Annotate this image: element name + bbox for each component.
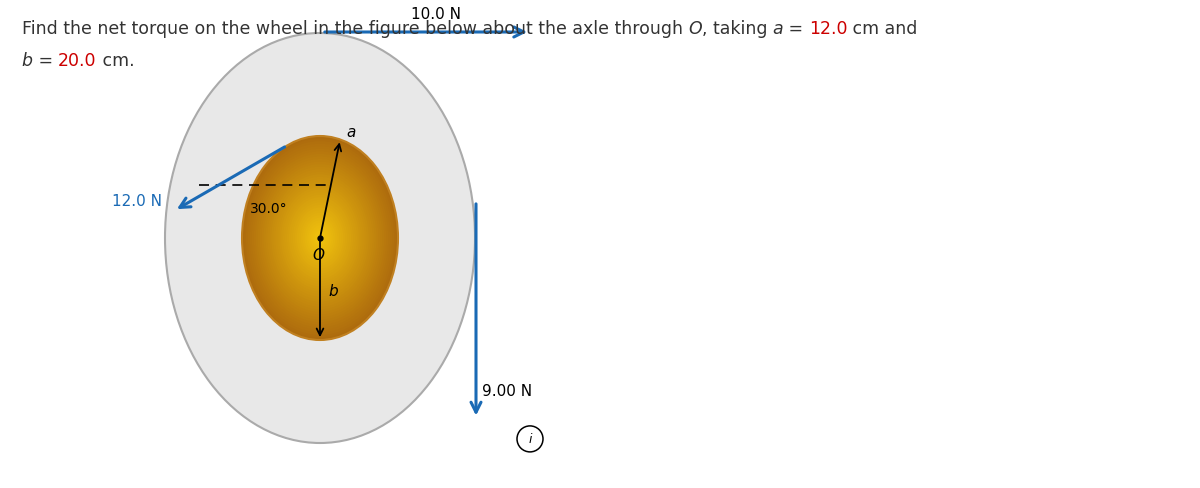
Ellipse shape: [295, 205, 346, 271]
Ellipse shape: [316, 233, 324, 243]
Ellipse shape: [300, 212, 340, 264]
Ellipse shape: [242, 136, 398, 340]
Text: 12.0: 12.0: [809, 20, 847, 39]
Ellipse shape: [318, 235, 322, 241]
Ellipse shape: [277, 182, 362, 294]
Ellipse shape: [265, 166, 374, 309]
Text: =: =: [784, 20, 809, 39]
Ellipse shape: [244, 139, 396, 337]
Ellipse shape: [311, 225, 330, 251]
Ellipse shape: [296, 207, 343, 268]
Ellipse shape: [280, 184, 361, 291]
Ellipse shape: [268, 169, 373, 307]
Ellipse shape: [290, 200, 349, 276]
Ellipse shape: [271, 174, 368, 302]
Ellipse shape: [283, 189, 358, 286]
Ellipse shape: [287, 195, 353, 282]
Ellipse shape: [275, 180, 365, 297]
Ellipse shape: [314, 230, 326, 245]
Ellipse shape: [284, 192, 355, 284]
Ellipse shape: [248, 143, 392, 332]
Ellipse shape: [299, 210, 342, 266]
Ellipse shape: [252, 149, 389, 327]
Ellipse shape: [258, 156, 383, 320]
Text: Find the net torque on the wheel in the figure below about the axle through: Find the net torque on the wheel in the …: [22, 20, 688, 39]
Ellipse shape: [302, 215, 337, 261]
Ellipse shape: [259, 159, 380, 317]
Text: i: i: [528, 433, 532, 447]
Text: a: a: [773, 20, 784, 39]
Text: cm and: cm and: [847, 20, 918, 39]
Text: 20.0: 20.0: [59, 52, 97, 70]
Ellipse shape: [262, 162, 378, 314]
Ellipse shape: [281, 187, 359, 289]
Text: a: a: [346, 125, 355, 141]
Circle shape: [517, 426, 542, 452]
Text: 9.00 N: 9.00 N: [482, 385, 532, 399]
Ellipse shape: [166, 33, 475, 443]
Ellipse shape: [269, 172, 371, 305]
Ellipse shape: [308, 223, 331, 253]
Ellipse shape: [264, 164, 377, 312]
Ellipse shape: [253, 151, 386, 325]
Ellipse shape: [250, 146, 390, 330]
Text: , taking: , taking: [702, 20, 773, 39]
Text: b: b: [328, 284, 337, 299]
Ellipse shape: [289, 197, 352, 279]
Text: O: O: [688, 20, 702, 39]
Text: O: O: [312, 248, 324, 263]
Ellipse shape: [312, 228, 328, 248]
Text: cm.: cm.: [97, 52, 134, 70]
Ellipse shape: [305, 218, 336, 259]
Text: 10.0 N: 10.0 N: [410, 7, 461, 22]
Ellipse shape: [274, 177, 367, 299]
Ellipse shape: [293, 203, 347, 274]
Ellipse shape: [306, 220, 334, 256]
Text: 30.0°: 30.0°: [250, 202, 288, 216]
Text: =: =: [32, 52, 59, 70]
Text: b: b: [22, 52, 32, 70]
Ellipse shape: [256, 154, 384, 322]
Text: 12.0 N: 12.0 N: [113, 194, 162, 208]
Ellipse shape: [246, 141, 394, 335]
